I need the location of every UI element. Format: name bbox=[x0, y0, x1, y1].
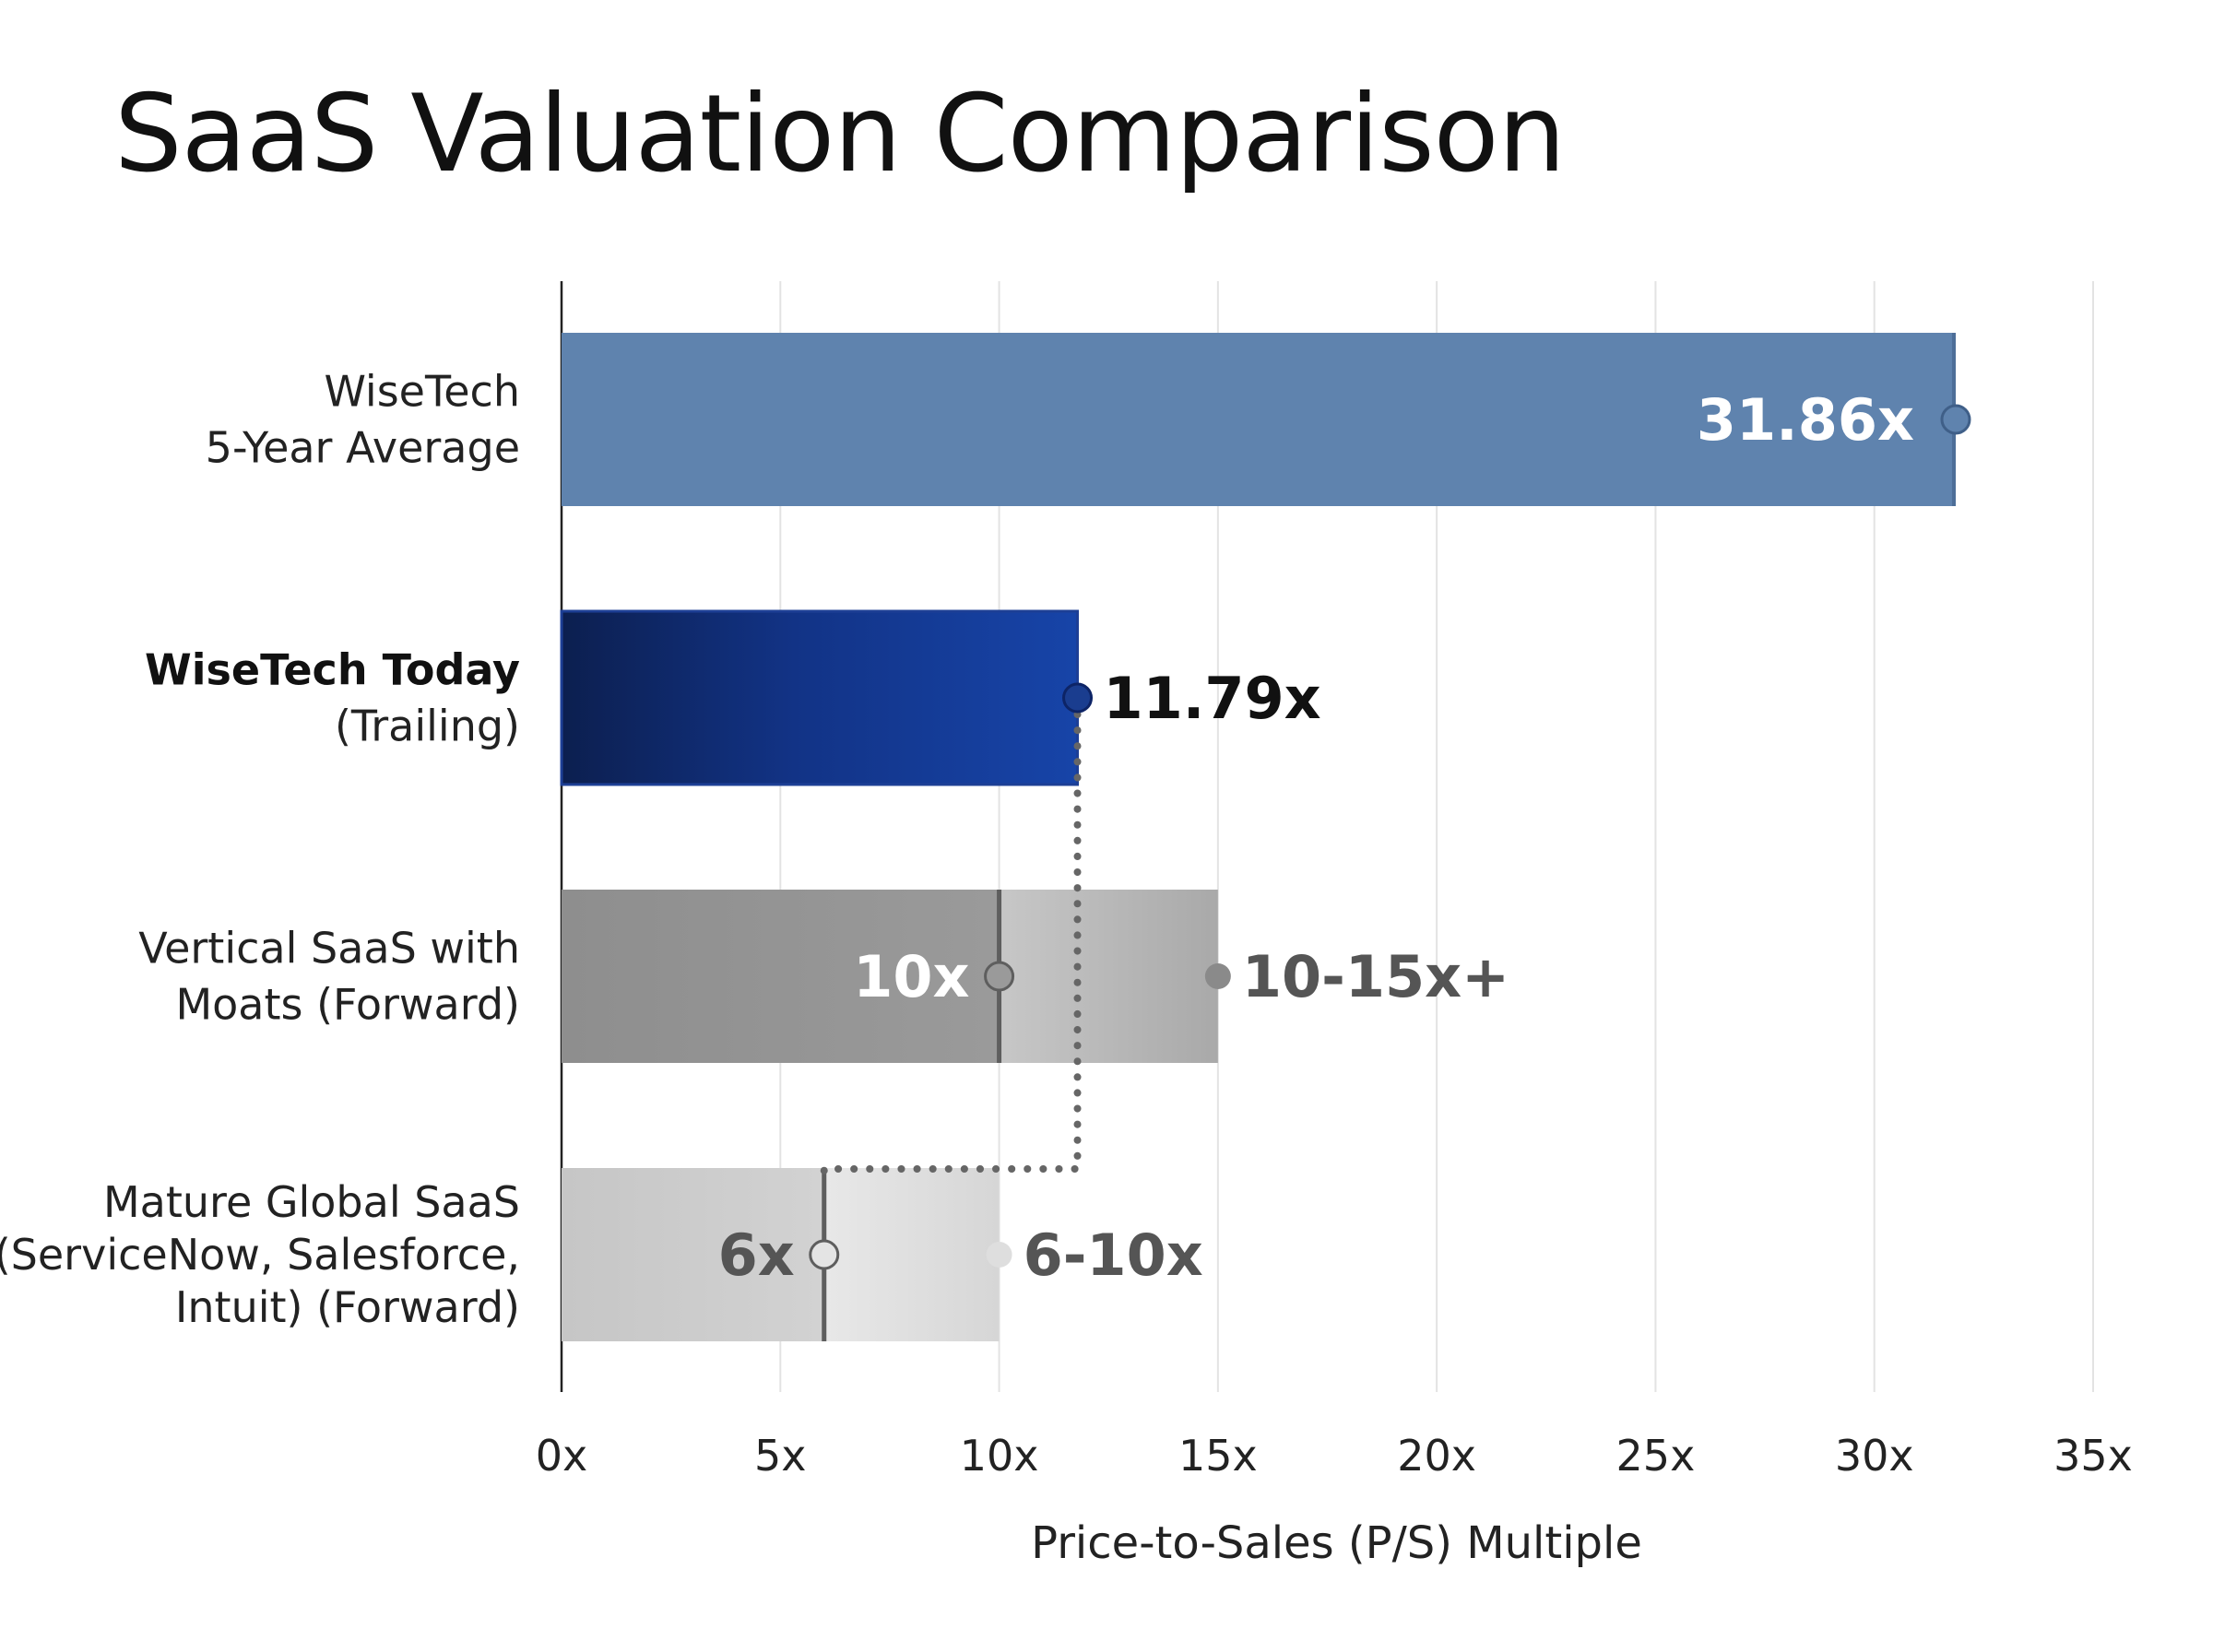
bar-low-segment bbox=[562, 1168, 824, 1341]
x-tick-label: 15x bbox=[1178, 1431, 1258, 1481]
bar-range-segment bbox=[999, 890, 1218, 1063]
x-tick-label: 5x bbox=[754, 1431, 807, 1481]
value-marker bbox=[1940, 404, 1971, 435]
low-value-label: 6x bbox=[718, 1221, 795, 1289]
category-label: Mature Global SaaS bbox=[103, 1177, 520, 1227]
category-label: 5-Year Average bbox=[206, 423, 520, 473]
range-end-marker bbox=[986, 1242, 1012, 1268]
x-axis-title: Price-to-Sales (P/S) Multiple bbox=[1031, 1517, 1642, 1569]
low-value-marker bbox=[984, 961, 1015, 992]
low-value-label: 10x bbox=[853, 943, 969, 1010]
x-tick-label: 0x bbox=[536, 1431, 588, 1481]
category-label: Intuit) (Forward) bbox=[175, 1282, 520, 1332]
category-label: (ServiceNow, Salesforce, bbox=[0, 1230, 520, 1280]
value-marker bbox=[1062, 682, 1094, 714]
x-tick-label: 20x bbox=[1397, 1431, 1476, 1481]
category-label: WiseTech bbox=[324, 367, 520, 417]
value-label: 31.86x bbox=[1697, 386, 1914, 454]
bar-low-segment bbox=[562, 890, 1000, 1063]
bar-range-segment bbox=[823, 1168, 1000, 1341]
value-label: 11.79x bbox=[1104, 665, 1321, 732]
x-tick-label: 25x bbox=[1616, 1431, 1696, 1481]
range-end-marker bbox=[1204, 963, 1231, 989]
category-label: Vertical SaaS with bbox=[138, 924, 520, 974]
x-tick-label: 30x bbox=[1835, 1431, 1914, 1481]
bar-wisetech-5yr-average bbox=[562, 333, 1956, 506]
category-label: Moats (Forward) bbox=[175, 980, 520, 1030]
category-label: WiseTech Today bbox=[145, 645, 520, 695]
low-value-marker bbox=[809, 1239, 840, 1270]
category-label: (Trailing) bbox=[335, 702, 520, 751]
chart-title: SaaS Valuation Comparison bbox=[114, 72, 1566, 196]
bar-wisetech-today bbox=[560, 609, 1080, 786]
x-tick-label: 10x bbox=[960, 1431, 1039, 1481]
range-value-label: 6-10x bbox=[1024, 1221, 1203, 1289]
range-value-label: 10-15x+ bbox=[1242, 943, 1509, 1010]
x-tick-label: 35x bbox=[2053, 1431, 2133, 1481]
dotted-connector bbox=[820, 711, 1082, 1178]
